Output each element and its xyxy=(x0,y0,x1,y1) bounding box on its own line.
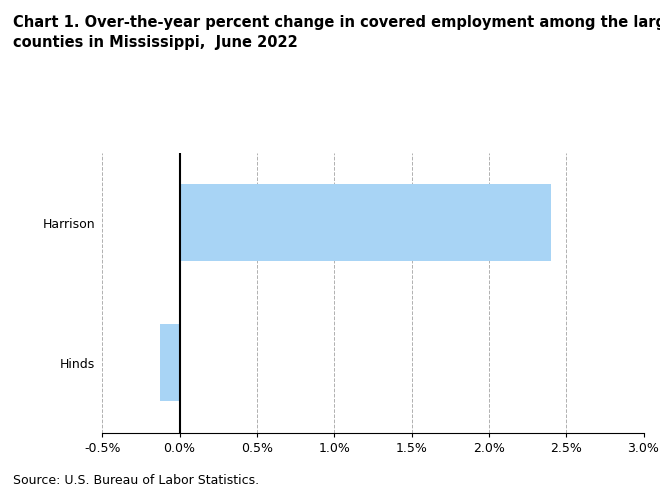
Text: Chart 1. Over-the-year percent change in covered employment among the largest
co: Chart 1. Over-the-year percent change in… xyxy=(13,15,660,50)
Text: Source: U.S. Bureau of Labor Statistics.: Source: U.S. Bureau of Labor Statistics. xyxy=(13,474,259,487)
Bar xyxy=(160,324,180,401)
Bar xyxy=(180,184,550,261)
